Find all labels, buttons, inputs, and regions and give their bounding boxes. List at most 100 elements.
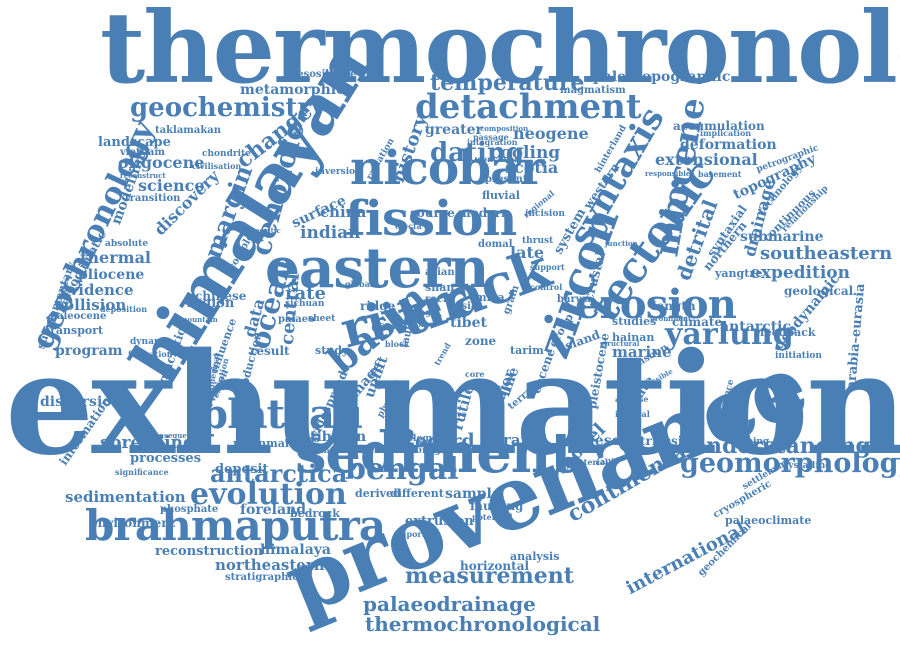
word-sedimentation: sedimentation [65, 488, 186, 506]
word-extensional: extensional [655, 150, 758, 169]
word-domal: domal [478, 239, 513, 250]
word-thrust: thrust [522, 236, 554, 246]
word-foreland: foreland [240, 502, 307, 518]
word-support: support [530, 262, 565, 272]
word-neogene: neogene [513, 124, 589, 143]
word-stratigraphic: stratigraphic [225, 572, 299, 583]
word-consequence: consequence [150, 431, 201, 440]
word-yarlung: yarlung [665, 317, 794, 352]
word-palaeoclimate: palaeoclimate [725, 514, 812, 527]
word-indian: indian [300, 223, 361, 243]
word-deformation: deformation [680, 137, 777, 153]
word-geomorphology: geomorphology [680, 448, 900, 479]
word-formation: formation [128, 349, 173, 359]
word-antarctica: antarctica [210, 459, 348, 488]
word-wenchuan: wenchuan [475, 154, 521, 164]
word-transition: transition [125, 193, 181, 204]
word-magmatism: magmatism [560, 85, 626, 96]
word-horizontal: horizontal [460, 559, 530, 573]
word-evidence: evidence [60, 281, 134, 299]
word-international: international [622, 518, 750, 599]
word-interval: interval [615, 409, 650, 419]
word-palaeodrainage: palaeodrainage [363, 592, 536, 616]
word-chinese: chinese [195, 289, 247, 303]
word-transport: transport [45, 324, 104, 337]
word-thermochronological: thermochronological [365, 612, 601, 636]
word-paleotopographic: paleotopographic [593, 69, 731, 85]
word-science: science [138, 176, 205, 195]
word-geochemistry: geochemistry [130, 93, 327, 123]
word-hainan: hainan [612, 331, 655, 344]
word-tarim: tarim [510, 344, 544, 357]
word-different: different [390, 487, 444, 500]
word-present: present [485, 174, 528, 185]
word-dispersion: dispersion [40, 394, 122, 410]
word-geological: geological [784, 284, 854, 298]
word-record: record [405, 430, 475, 452]
word-integration: integration [467, 137, 518, 147]
word-derived: derived [355, 487, 401, 500]
word-spreading: spreading [100, 433, 195, 453]
word-understanding: understanding [690, 433, 871, 459]
word-sediment: sediment [295, 420, 576, 486]
word-landscape: landscape [98, 135, 171, 150]
word-vietnam: vietnam [120, 147, 165, 158]
word-southeastern: southeastern [760, 243, 893, 264]
word-rapid: rapid [503, 431, 548, 449]
word-northeastern: northeastern [215, 556, 325, 574]
word-phosphate: phosphate [160, 504, 219, 515]
word-dating: dating [430, 138, 524, 168]
word-thermochronology: thermochronology [100, 0, 900, 106]
word-modern: modern [458, 206, 510, 220]
word-nesosilicate: nesosilicate [290, 69, 357, 80]
word-incision: incision [525, 209, 565, 219]
word-fluvial: fluvial [482, 189, 520, 202]
word-yangtze: yangtze [715, 267, 763, 280]
word-studies: studies [612, 315, 657, 328]
word-important: important [395, 529, 441, 539]
word-younger: younger [308, 445, 345, 455]
word-mapping: mapping [725, 437, 770, 447]
word-basement: basement [698, 169, 742, 179]
word-active: active [440, 409, 467, 419]
word-evolution: evolution [190, 477, 347, 512]
word-sand: sand [378, 319, 408, 332]
word-late: late [510, 243, 545, 262]
word-dynamic: dynamic [130, 337, 173, 347]
word-pliocene: pliocene [78, 267, 145, 283]
word-civilisation: civilisation [192, 161, 242, 171]
word-reconstruction: reconstruction [155, 544, 263, 559]
word-exhumation: exhumation [5, 323, 900, 487]
word-potential: potential [472, 512, 513, 522]
word-bengal: bengal [345, 452, 459, 487]
word-extrusion: extrusion [405, 514, 474, 529]
word-meteoritic: meteoritic [240, 226, 281, 235]
word-greater: greater [425, 122, 483, 138]
word-accumulation: accumulation [673, 119, 765, 133]
word-bedrock: bedrock [290, 507, 340, 520]
word-expedition: expedition [750, 263, 851, 283]
word-processes: processes [130, 451, 202, 466]
word-thermal: thermal [80, 248, 152, 267]
word-eastern: eastern [265, 235, 489, 300]
word-chondrite: chondrite [202, 149, 251, 159]
word-scotia: scotia [505, 158, 559, 177]
word-submarine: submarine [740, 229, 824, 245]
word-analyse: analyse [615, 394, 649, 404]
word-marine: marine [612, 343, 672, 361]
word-georgia: georgia [285, 434, 320, 444]
word-significance: significance [115, 467, 169, 477]
word-mountain: mountain [180, 315, 218, 324]
word-triassic: triassic [640, 434, 690, 448]
word-passage: passage [473, 132, 509, 142]
word-metamorphic: metamorphic [240, 82, 345, 98]
word-block: block [385, 339, 410, 349]
word-asia: asia [455, 301, 478, 312]
word-control: control [530, 282, 563, 292]
word-sample: sample [445, 486, 501, 502]
word-tibetan: tibetan [310, 429, 367, 445]
word-nicobar: nicobar [350, 141, 544, 196]
word-range: range [410, 307, 436, 317]
word-shan: shan [425, 281, 455, 294]
